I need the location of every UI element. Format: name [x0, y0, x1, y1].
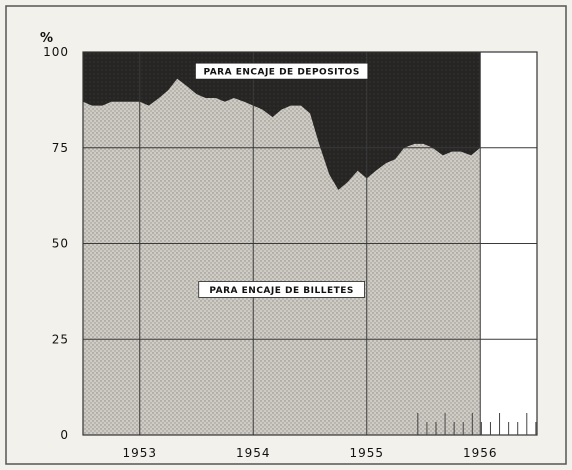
y-tick-label-50: 50	[52, 237, 69, 251]
x-tick-label-1954: 1954	[236, 446, 271, 460]
annotation-text: PARA ENCAJE DE DEPOSITOS	[203, 68, 359, 78]
x-tick-labels: 1953 1954 1955 1956	[122, 446, 498, 460]
y-tick-labels: 0 25 50 75 100	[43, 45, 69, 442]
y-tick-label-75: 75	[52, 141, 69, 155]
y-tick-label-0: 0	[60, 428, 69, 442]
x-tick-label-1953: 1953	[122, 446, 157, 460]
x-tick-label-1956: 1956	[463, 446, 498, 460]
annotation-1: PARA ENCAJE DE BILLETES	[198, 281, 365, 298]
y-unit-label: %	[40, 31, 53, 46]
y-tick-label-100: 100	[43, 45, 69, 59]
annotations: PARA ENCAJE DE DEPOSITOS PARA ENCAJE DE B…	[195, 62, 369, 298]
grid-lines	[83, 52, 537, 435]
x-tick-label-1955: 1955	[349, 446, 384, 460]
annotation-box	[195, 62, 369, 80]
annotation-0: PARA ENCAJE DE DEPOSITOS	[195, 62, 369, 80]
plot-border	[82, 51, 538, 436]
minor-ticks-1956	[417, 413, 537, 435]
outer-frame	[5, 5, 567, 465]
y-tick-label-25: 25	[52, 332, 69, 346]
annotation-text: PARA ENCAJE DE BILLETES	[209, 286, 354, 296]
annotation-box	[198, 281, 365, 298]
series-area-billetes	[83, 78, 481, 435]
